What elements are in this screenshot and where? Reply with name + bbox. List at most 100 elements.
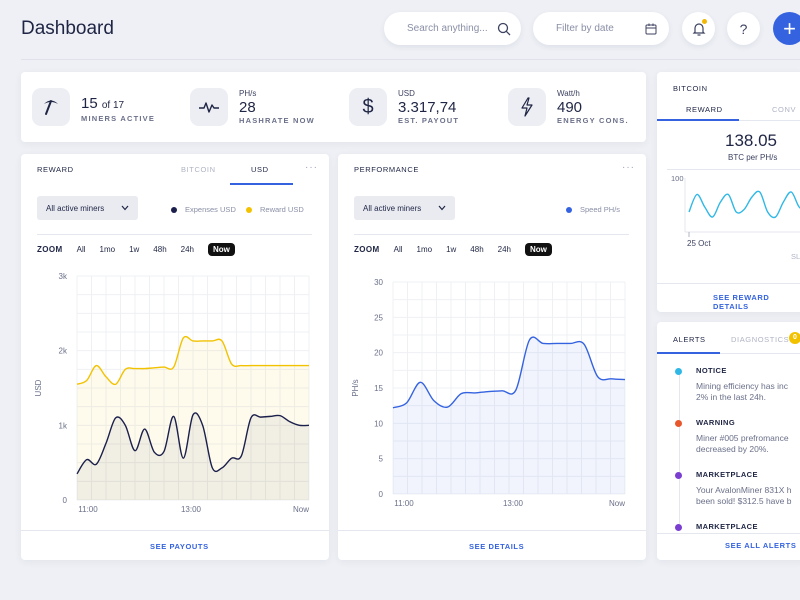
legend-expenses-label: Expenses USD (185, 205, 236, 214)
plus-icon: + (783, 15, 796, 41)
tab-reward[interactable]: REWARD (686, 105, 723, 114)
add-button[interactable]: + (773, 12, 800, 45)
zoom-all[interactable]: All (393, 245, 403, 254)
diagnostics-badge: 0 (789, 332, 800, 344)
alert-item[interactable]: WARNING Miner #005 prefromance decreased… (675, 418, 789, 455)
alert-message-line: 2% in the last 24h. (696, 392, 766, 402)
alert-type: MARKETPLACE (696, 470, 758, 479)
footer-divider (657, 533, 800, 534)
footer-divider (657, 283, 800, 284)
miners-label: MINERS ACTIVE (81, 114, 156, 123)
stat-miners: 15 of 17 MINERS ACTIVE (32, 88, 155, 126)
pickaxe-icon (32, 88, 70, 126)
legend-reward: Reward USD (246, 205, 304, 214)
help-icon: ? (739, 20, 748, 37)
calendar-icon[interactable] (645, 23, 657, 35)
y-tick-label: 0 (63, 496, 68, 505)
bitcoin-panel-title: BITCOIN (673, 84, 708, 93)
tab-divider (720, 353, 800, 354)
see-reward-details-link[interactable]: SEE REWARD DETAILS (713, 293, 770, 311)
miner-select[interactable]: All active miners (37, 196, 138, 220)
zoom-label: ZOOM (354, 245, 380, 254)
zoom-1w[interactable]: 1w (129, 245, 140, 254)
notification-dot (702, 19, 707, 24)
x-tick-label: 13:00 (181, 505, 202, 514)
y-axis-label: USD (34, 379, 43, 396)
search-icon[interactable] (497, 22, 511, 36)
divider (354, 234, 629, 235)
notifications-button[interactable] (682, 12, 715, 45)
y-tick-label: 30 (374, 278, 383, 287)
alert-message-line: been sold! $312.5 have b (696, 496, 792, 506)
y-tick-label: 15 (374, 384, 383, 393)
zoom-48h[interactable]: 48h (470, 245, 484, 254)
zoom-now[interactable]: Now (208, 243, 235, 256)
alert-message: Miner #005 prefromance decreased by 20%. (696, 433, 789, 455)
search-input[interactable] (407, 23, 493, 34)
alert-message: Your AvalonMiner 831X h been sold! $312.… (696, 485, 791, 507)
payout-value: 3.317,74 (398, 99, 457, 116)
alert-item[interactable]: MARKETPLACE Your AvalonMiner 831X h been… (675, 470, 791, 507)
y-tick-label: 5 (379, 455, 384, 464)
miners-total: of 17 (101, 100, 125, 111)
alert-message-line: Mining efficiency has inc (696, 381, 788, 391)
series-area (77, 336, 309, 500)
chevron-down-icon (121, 205, 129, 211)
tab-diagnostics[interactable]: DIAGNOSTICS (731, 335, 790, 344)
energy-unit: Watt/h (557, 89, 580, 98)
alert-dot (675, 524, 682, 531)
miner-select-value: All active miners (363, 203, 422, 213)
zoom-all[interactable]: All (76, 245, 86, 254)
date-filter[interactable]: Filter by date (533, 12, 669, 45)
performance-panel: PERFORMANCE ··· All active miners Speed … (338, 154, 646, 560)
tab-usd[interactable]: USD (251, 165, 269, 174)
btc-tick-100: 100 (671, 174, 684, 183)
help-button[interactable]: ? (727, 12, 760, 45)
btc-value: 138.05 (725, 131, 777, 150)
see-details-link[interactable]: SEE DETAILS (469, 542, 525, 551)
tab-alerts[interactable]: ALERTS (673, 335, 706, 344)
hashrate-unit: PH/s (239, 89, 257, 98)
y-tick-label: 1k (59, 421, 68, 430)
zoom-1mo[interactable]: 1mo (99, 245, 116, 254)
zoom-1mo[interactable]: 1mo (416, 245, 433, 254)
alert-item[interactable]: NOTICE Mining efficiency has inc 2% in t… (675, 366, 788, 403)
energy-value: 490 (557, 99, 583, 116)
zoom-1w[interactable]: 1w (446, 245, 457, 254)
zoom-24h[interactable]: 24h (497, 245, 512, 254)
y-tick-label: 20 (374, 349, 383, 358)
bolt-icon (508, 88, 546, 126)
alert-message-line: decreased by 20%. (696, 444, 769, 454)
alert-item[interactable]: MARKETPLACE (675, 522, 758, 531)
page-title: Dashboard (21, 18, 114, 39)
zoom-24h[interactable]: 24h (180, 245, 195, 254)
bitcoin-panel: BITCOIN REWARD CONV 138.05 BTC per PH/s … (657, 72, 800, 312)
footer-divider (338, 530, 646, 531)
more-options-icon[interactable]: ··· (305, 162, 318, 173)
more-options-icon[interactable]: ··· (622, 162, 635, 173)
alert-message: Mining efficiency has inc 2% in the last… (696, 381, 788, 403)
zoom-48h[interactable]: 48h (153, 245, 167, 254)
tab-conversion[interactable]: CONV (772, 105, 797, 114)
legend-expenses: Expenses USD (171, 205, 236, 214)
tab-bitcoin[interactable]: BITCOIN (181, 165, 216, 174)
performance-chart: 0 5 10 15 20 25 30 11:00 13:00 Now PH/s (351, 278, 626, 508)
divider (37, 234, 312, 235)
alert-dot (675, 420, 682, 427)
reward-chart: 0 1k 2k 3k 11:00 13:00 Now USD (34, 272, 310, 514)
x-tick-label: 11:00 (78, 505, 98, 514)
zoom-now[interactable]: Now (525, 243, 552, 256)
alert-dot (675, 472, 682, 479)
tab-active-indicator (657, 119, 739, 121)
dollar-icon: $ (349, 88, 387, 126)
legend-dot-reward (246, 206, 252, 213)
see-all-alerts-link[interactable]: SEE ALL ALERTS (725, 541, 797, 550)
stat-hashrate: PH/s 28 HASHRATE NOW (190, 88, 315, 126)
zoom-controls: ZOOM All 1mo 1w 48h 24h Now (354, 243, 566, 256)
legend-dot-speed (566, 206, 572, 213)
see-payouts-link[interactable]: SEE PAYOUTS (150, 542, 209, 551)
bell-icon (692, 22, 705, 36)
miner-select[interactable]: All active miners (354, 196, 455, 220)
search-bar[interactable] (384, 12, 521, 45)
y-tick-label: 3k (59, 272, 68, 281)
